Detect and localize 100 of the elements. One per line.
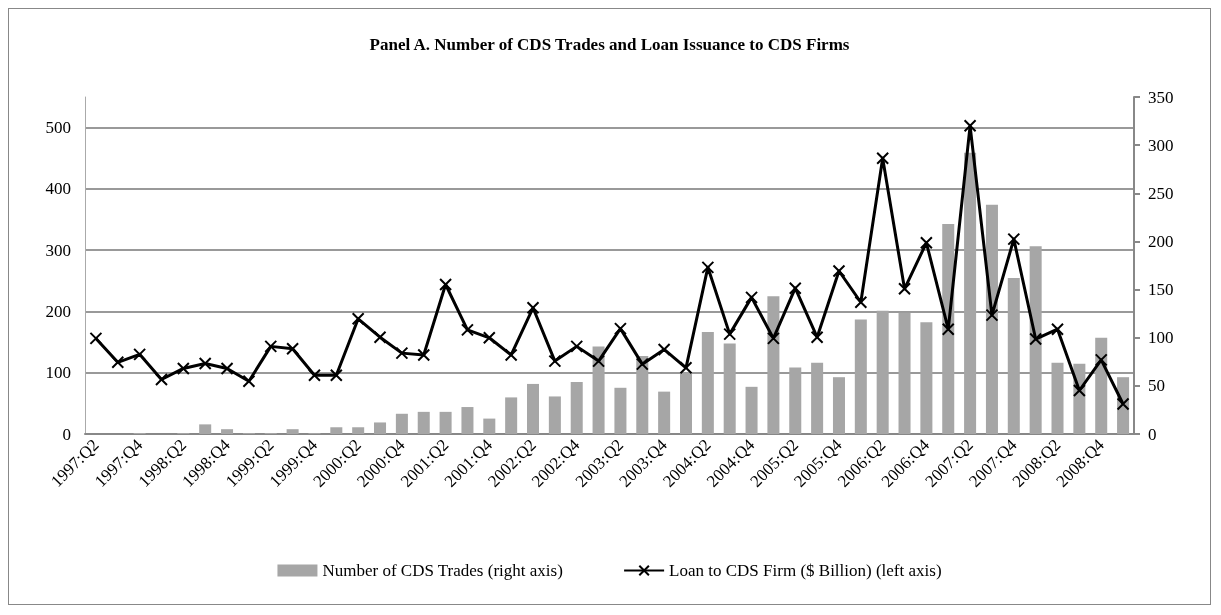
point	[592, 354, 606, 368]
point	[1116, 397, 1130, 411]
bar	[854, 319, 867, 434]
y2-tick-label: 250	[1148, 183, 1174, 203]
point	[504, 348, 518, 362]
bar	[286, 429, 299, 434]
bar	[199, 424, 212, 434]
point	[264, 339, 278, 353]
point	[657, 342, 671, 356]
bar	[832, 377, 845, 434]
point	[133, 347, 147, 361]
point	[613, 322, 627, 336]
bar	[505, 397, 518, 434]
legend-label: Number of CDS Trades (right axis)	[322, 561, 563, 580]
point	[526, 301, 540, 315]
bar	[439, 411, 452, 434]
bar	[614, 387, 627, 434]
bar	[461, 407, 474, 434]
point	[154, 372, 168, 386]
point	[1029, 332, 1043, 346]
point	[745, 290, 759, 304]
point	[111, 355, 125, 369]
y2-tick-label: 350	[1148, 87, 1174, 107]
point	[307, 368, 321, 382]
point	[176, 361, 190, 375]
point	[985, 308, 999, 322]
bar	[898, 312, 911, 434]
y2-tick-label: 150	[1148, 280, 1174, 300]
bar	[723, 343, 736, 434]
point	[329, 368, 343, 382]
point	[876, 151, 890, 165]
point	[832, 264, 846, 278]
point	[810, 330, 824, 344]
bar	[570, 382, 583, 434]
point	[417, 348, 431, 362]
bar	[767, 296, 780, 434]
bar	[221, 429, 234, 434]
point	[395, 346, 409, 360]
bar	[417, 411, 430, 434]
point	[723, 327, 737, 341]
point	[788, 281, 802, 295]
point	[351, 312, 365, 326]
point	[1007, 232, 1021, 246]
point	[548, 354, 562, 368]
y2-tick-label: 50	[1148, 376, 1165, 396]
bar	[1007, 278, 1020, 434]
y2-tick-label: 300	[1148, 135, 1174, 155]
point	[701, 260, 715, 274]
point	[963, 119, 977, 133]
point	[242, 374, 256, 388]
point	[570, 339, 584, 353]
bar	[548, 396, 561, 434]
bar	[701, 331, 714, 434]
point	[439, 277, 453, 291]
y2-tick-label: 200	[1148, 231, 1174, 251]
point	[286, 342, 300, 356]
point	[941, 322, 955, 336]
bar	[330, 427, 343, 434]
bar	[592, 346, 605, 434]
y-tick-label: 400	[45, 179, 71, 199]
y-tick-label: 500	[45, 118, 71, 138]
y2-tick-label: 0	[1148, 424, 1157, 444]
bar	[679, 372, 692, 434]
point	[1051, 322, 1065, 336]
legend-label: Loan to CDS Firm ($ Billion) (left axis)	[669, 561, 942, 580]
point	[482, 331, 496, 345]
y-tick-label: 0	[62, 424, 71, 444]
bar	[745, 386, 758, 434]
bar	[527, 383, 540, 434]
point	[854, 295, 868, 309]
point	[89, 331, 103, 345]
point	[635, 357, 649, 371]
bar	[964, 152, 977, 434]
bar	[985, 204, 998, 434]
bar	[789, 367, 802, 434]
bar	[636, 356, 649, 434]
point	[1072, 384, 1086, 397]
bar	[876, 310, 889, 434]
point	[460, 323, 474, 337]
point	[766, 331, 780, 345]
bar	[483, 418, 496, 434]
y2-tick-label: 100	[1148, 328, 1174, 348]
bar	[1051, 362, 1064, 434]
point	[898, 282, 912, 296]
bar	[395, 413, 408, 434]
bar	[1029, 246, 1042, 434]
point	[919, 236, 933, 250]
bar	[352, 427, 365, 434]
bar	[658, 391, 671, 434]
chart-title: Panel A. Number of CDS Trades and Loan Issuance to CDS Firms	[369, 35, 850, 54]
point	[220, 361, 234, 375]
point	[1094, 353, 1108, 367]
y-tick-label: 200	[45, 301, 71, 321]
point	[373, 330, 387, 344]
bar	[811, 362, 824, 434]
bar	[920, 322, 933, 434]
bar	[1095, 337, 1108, 434]
y-tick-label: 100	[45, 363, 71, 383]
point	[679, 361, 693, 375]
y-tick-label: 300	[45, 240, 71, 260]
